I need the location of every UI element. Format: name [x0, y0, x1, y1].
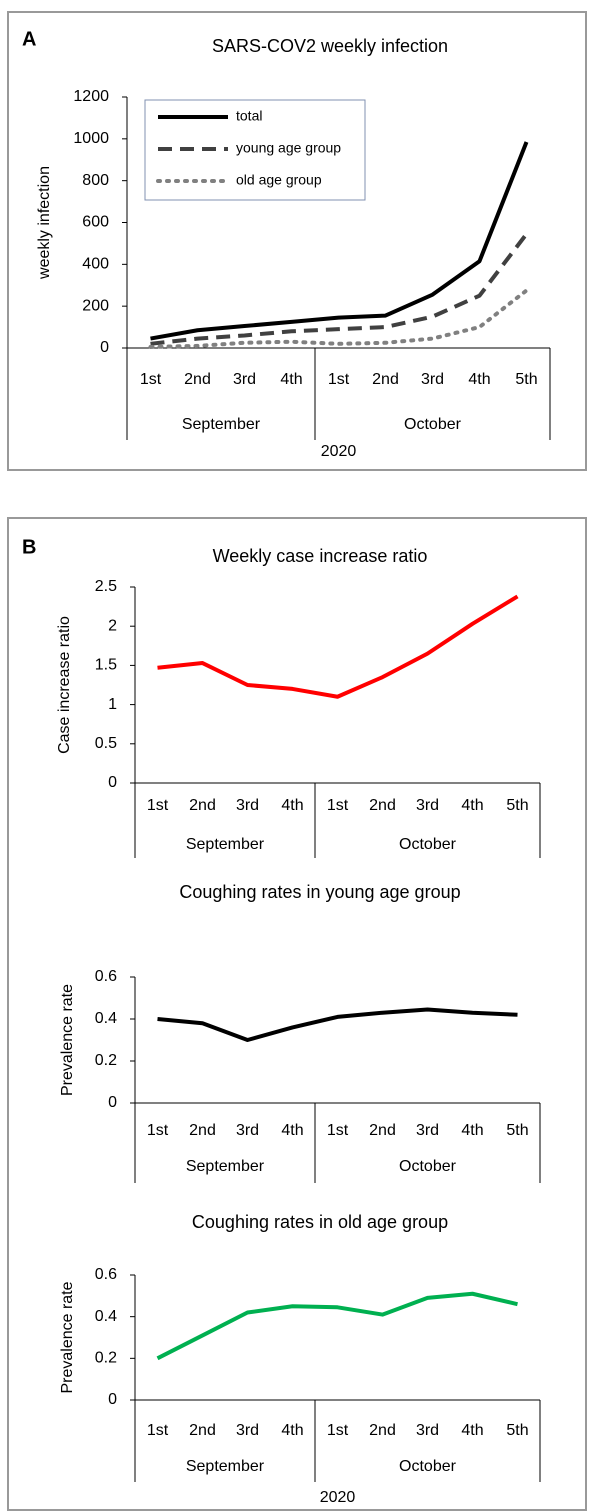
- chart-title: SARS-COV2 weekly infection: [212, 36, 448, 56]
- y-axis-label: Case increase ratio: [56, 616, 73, 754]
- panel-label: B: [22, 536, 36, 558]
- x-tick-label: 2nd: [369, 797, 396, 814]
- legend-label: old age group: [236, 172, 322, 188]
- group-label: October: [399, 1458, 457, 1475]
- x-tick-label: 3rd: [236, 1422, 259, 1439]
- x-tick-label: 1st: [147, 1122, 169, 1139]
- x-tick-label: 1st: [140, 371, 162, 388]
- x-tick-label: 3rd: [236, 1122, 259, 1139]
- x-tick-label: 3rd: [416, 1422, 439, 1439]
- x-axis-label: 2020: [321, 443, 357, 460]
- x-tick-label: 3rd: [233, 371, 256, 388]
- y-axis-label: weekly infection: [36, 166, 53, 280]
- group-label: September: [182, 416, 261, 433]
- group-label: October: [404, 416, 462, 433]
- y-tick-label: 2.5: [95, 578, 117, 595]
- chart-title: Coughing rates in young age group: [179, 882, 460, 902]
- x-tick-label: 4th: [468, 371, 490, 388]
- series-line: [150, 232, 529, 346]
- x-tick-label: 4th: [461, 1122, 483, 1139]
- x-tick-label: 2nd: [184, 371, 211, 388]
- y-tick-label: 0.6: [95, 968, 117, 985]
- group-label: October: [399, 1158, 457, 1175]
- y-tick-label: 0.6: [95, 1266, 117, 1283]
- y-axis-label: Prevalence rate: [59, 1281, 76, 1393]
- y-tick-label: 0.5: [95, 735, 117, 752]
- x-tick-label: 4th: [281, 1422, 303, 1439]
- x-tick-label: 5th: [506, 797, 528, 814]
- x-tick-label: 2nd: [369, 1122, 396, 1139]
- x-tick-label: 2nd: [189, 797, 216, 814]
- y-tick-label: 0: [108, 774, 117, 791]
- x-tick-label: 5th: [515, 371, 537, 388]
- x-tick-label: 1st: [147, 797, 169, 814]
- x-tick-label: 4th: [280, 371, 302, 388]
- y-tick-label: 1: [108, 696, 117, 713]
- y-tick-label: 400: [82, 256, 109, 273]
- y-tick-label: 2: [108, 617, 117, 634]
- x-tick-label: 3rd: [236, 797, 259, 814]
- x-tick-label: 4th: [461, 797, 483, 814]
- panel-label: A: [22, 28, 36, 50]
- y-tick-label: 600: [82, 214, 109, 231]
- y-axis-label: Prevalence rate: [59, 984, 76, 1096]
- x-tick-label: 3rd: [421, 371, 444, 388]
- series-line: [157, 1007, 518, 1042]
- x-tick-label: 3rd: [416, 797, 439, 814]
- y-tick-label: 1.5: [95, 657, 117, 674]
- x-tick-label: 1st: [327, 797, 349, 814]
- group-label: September: [186, 1458, 265, 1475]
- x-tick-label: 1st: [327, 1122, 349, 1139]
- x-tick-label: 3rd: [416, 1122, 439, 1139]
- series-line: [156, 1291, 518, 1361]
- x-tick-label: 5th: [506, 1422, 528, 1439]
- x-tick-label: 5th: [506, 1122, 528, 1139]
- x-tick-label: 2nd: [189, 1122, 216, 1139]
- y-tick-label: 1200: [73, 88, 109, 105]
- group-label: October: [399, 836, 457, 853]
- chart-title: Weekly case increase ratio: [213, 546, 428, 566]
- panel-b-border: [7, 517, 587, 1511]
- y-tick-label: 0.2: [95, 1350, 117, 1367]
- y-tick-label: 1000: [73, 130, 109, 147]
- series-line: [150, 141, 529, 341]
- x-tick-label: 1st: [328, 371, 350, 388]
- x-tick-label: 2nd: [369, 1422, 396, 1439]
- y-tick-label: 0.2: [95, 1052, 117, 1069]
- x-axis-label: 2020: [320, 1489, 356, 1506]
- x-tick-label: 1st: [147, 1422, 169, 1439]
- x-tick-label: 4th: [281, 797, 303, 814]
- group-label: September: [186, 1158, 265, 1175]
- y-tick-label: 0.4: [95, 1010, 117, 1027]
- series-line: [157, 594, 519, 699]
- y-tick-label: 0: [108, 1391, 117, 1408]
- y-tick-label: 800: [82, 172, 109, 189]
- chart-title: Coughing rates in old age group: [192, 1212, 448, 1232]
- legend-label: young age group: [236, 140, 341, 156]
- x-tick-label: 1st: [327, 1422, 349, 1439]
- series-line: [148, 288, 529, 349]
- x-tick-label: 2nd: [189, 1422, 216, 1439]
- x-tick-label: 4th: [461, 1422, 483, 1439]
- group-label: September: [186, 836, 265, 853]
- x-tick-label: 2nd: [372, 371, 399, 388]
- y-tick-label: 0: [100, 339, 109, 356]
- legend-label: total: [236, 108, 262, 124]
- x-tick-label: 4th: [281, 1122, 303, 1139]
- y-tick-label: 200: [82, 297, 109, 314]
- y-tick-label: 0: [108, 1094, 117, 1111]
- panel-a-border: [7, 11, 587, 471]
- y-tick-label: 0.4: [95, 1308, 117, 1325]
